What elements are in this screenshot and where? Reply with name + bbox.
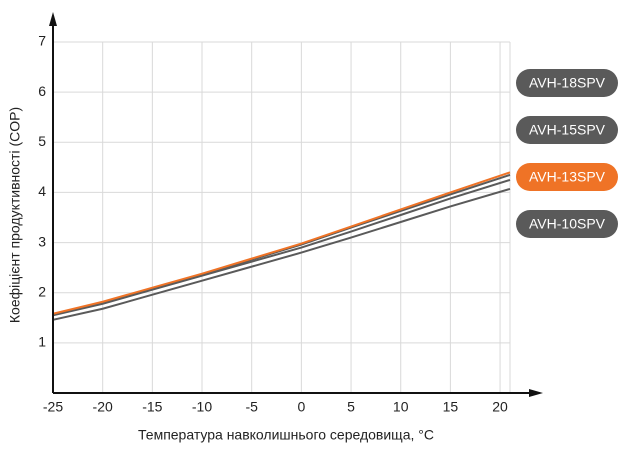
x-tick-label: 10 [393,399,409,415]
legend-label[interactable]: AVH-18SPV [529,75,606,91]
y-tick-label: 1 [38,334,46,350]
legend-label[interactable]: AVH-15SPV [529,122,606,138]
x-tick-label: -20 [93,399,113,415]
y-tick-label: 6 [38,83,46,99]
y-axis-label: Коефіцієнт продуктивності (COP) [7,107,23,323]
series-line [52,171,511,315]
legend-button[interactable] [516,210,618,238]
y-tick-label: 3 [38,233,46,249]
series-line [52,178,511,317]
plot [52,171,511,321]
y-tick-label: 5 [38,133,46,149]
x-tick-label: 20 [492,399,508,415]
x-tick-label: -15 [142,399,162,415]
legend-button[interactable] [516,163,618,191]
series-line [52,187,511,321]
y-axis-arrow [49,12,57,26]
axes [49,12,543,397]
x-tick-label: -25 [43,399,63,415]
legend: AVH-18SPV AVH-15SPV AVH-13SPV AVH-10SPV [516,69,618,238]
legend-label[interactable]: AVH-13SPV [529,169,606,185]
y-tick-label: 4 [38,183,46,199]
legend-button[interactable] [516,69,618,97]
grid: 1 2 3 4 5 6 7 -25 -20 -15 -10 -5 0 5 10 15 20 [38,33,511,415]
x-tick-label: 15 [443,399,459,415]
x-tick-label: 5 [347,399,355,415]
legend-label[interactable]: AVH-10SPV [529,216,606,232]
legend-button[interactable] [516,116,618,144]
x-tick-label: -10 [192,399,212,415]
x-axis-label: Температура навколишнього середовища, °C [138,427,434,443]
y-tick-label: 7 [38,33,46,49]
y-tick-label: 2 [38,283,46,299]
x-tick-label: -5 [245,399,258,415]
x-tick-label: 0 [297,399,305,415]
x-axis-arrow [529,389,543,397]
